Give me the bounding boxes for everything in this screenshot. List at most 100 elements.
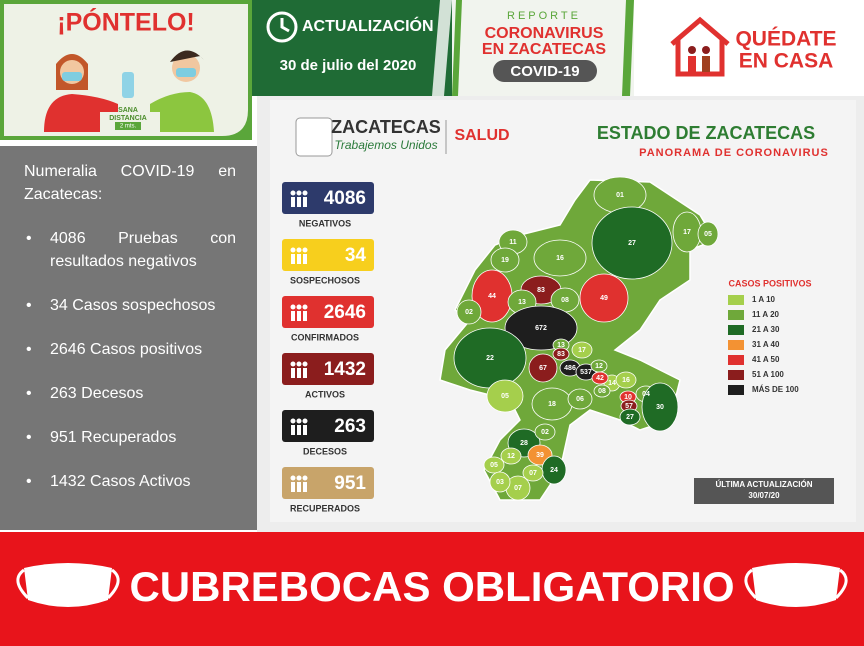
municipality-label: 28 [520,440,528,447]
municipality [593,384,611,398]
municipality-label: 16 [622,377,630,384]
summary-items: 4086 Pruebas con resultados negativos 34 … [24,227,236,493]
municipality-label: 44 [488,293,496,300]
shield-logo [295,117,333,157]
municipality-label: 08 [561,297,569,304]
municipality-label: 10 [624,394,632,401]
stat-value: 4086 [324,188,366,209]
municipality-label: 57 [625,403,633,410]
municipality-label: 13 [557,342,565,349]
municipality [591,371,609,385]
distancia-label: DISTANCIA [109,115,147,122]
stat-value: 34 [345,245,367,266]
legend-label: 21 A 30 [752,325,780,334]
update-band [252,0,452,96]
people-icon [291,254,295,264]
family [688,46,696,54]
municipality-label: 07 [529,470,537,477]
people-icon [302,247,308,253]
summary-item: 263 Decesos [24,382,236,405]
family [688,56,696,72]
people-icon [297,254,301,264]
people-icon [297,311,301,321]
people-icon [303,368,307,378]
stay-home-1: QUÉDATE [735,28,836,51]
stat-value: 1432 [324,359,366,380]
people-icon [302,304,308,310]
people-icon [296,304,302,310]
summary-item: 2646 Casos positivos [24,338,236,361]
municipality-label: 06 [576,396,584,403]
municipality-label: 83 [557,351,565,358]
update-title: ACTUALIZACIÓN [302,16,434,35]
person-body [44,94,118,132]
people-icon [303,197,307,207]
legend-swatch [728,340,744,350]
municipality-label: 11 [509,239,517,246]
stats: 4086 NEGATIVOS 34 SOSPECHOSOS 2646 CONFIRMADO… [282,182,374,513]
people-icon [290,475,296,481]
people-icon [302,361,308,367]
municipality-label: 05 [501,393,509,400]
municipality-label: 486 [564,365,576,372]
legend-swatch [728,355,744,365]
person-hair [170,50,204,62]
family [702,56,710,72]
people-icon [290,361,296,367]
municipality [522,464,544,482]
metros-label: 2 mts. [120,124,137,130]
legend: CASOS POSITIVOS 1 A 10 11 A 20 21 A 30 31 A… [728,278,812,395]
municipality [615,371,637,389]
clock-icon [266,11,298,43]
stat-label: ACTIVOS [305,389,345,399]
municipality-label: 13 [518,299,526,306]
mask-icon-right [744,563,848,607]
legend-swatch [728,295,744,305]
clock-hands [280,18,290,33]
municipality-label: 02 [465,309,473,316]
municipality-label: 19 [501,257,509,264]
update-date: 30 de julio del 2020 [280,57,417,74]
summary-item: 951 Recuperados [24,426,236,449]
stat-label: DECESOS [303,446,347,456]
people-icon [296,361,302,367]
report-title: CORONAVIRUS [485,25,604,42]
people-icon [303,254,307,264]
people-icon [297,482,301,492]
municipality-label: 05 [490,462,498,469]
salud: SALUD [454,127,509,144]
municipality-label: 42 [596,375,604,382]
legend-label: 11 A 20 [752,310,780,319]
ponte-title: ¡PÓNTELO! [57,7,195,37]
municipality-label: 01 [616,192,624,199]
municipality [619,408,641,426]
municipality [456,299,482,325]
legend-label: 41 A 50 [752,355,780,364]
house-icon [670,16,730,77]
municipality [571,341,593,359]
municipality-label: 537 [580,369,592,376]
report-label: REPORTE [507,10,581,22]
footer-banner [0,532,864,646]
people-icon [296,418,302,424]
legend-label: 31 A 40 [752,340,780,349]
municipality [490,247,520,273]
footer-text: CUBREBOCAS OBLIGATORIO [129,563,734,610]
summary-title: Numeralia COVID-19 en Zacatecas: [24,163,236,203]
legend-label: MÁS DE 100 [752,385,799,394]
family [702,46,710,54]
municipality-label: 17 [578,347,586,354]
stay-home-2: EN CASA [739,50,834,73]
slogan: Trabajemos Unidos [334,138,437,152]
mask [176,68,196,77]
municipality [483,456,505,474]
sanitizer [122,72,134,98]
municipality-label: 03 [496,479,504,486]
municipality-label: 39 [536,452,544,459]
municipality [500,447,522,465]
municipality [567,388,593,410]
municipality-label: 672 [535,325,547,332]
stat-label: CONFIRMADOS [291,332,359,342]
stat-label: NEGATIVOS [299,218,351,228]
municipality-label: 05 [704,231,712,238]
